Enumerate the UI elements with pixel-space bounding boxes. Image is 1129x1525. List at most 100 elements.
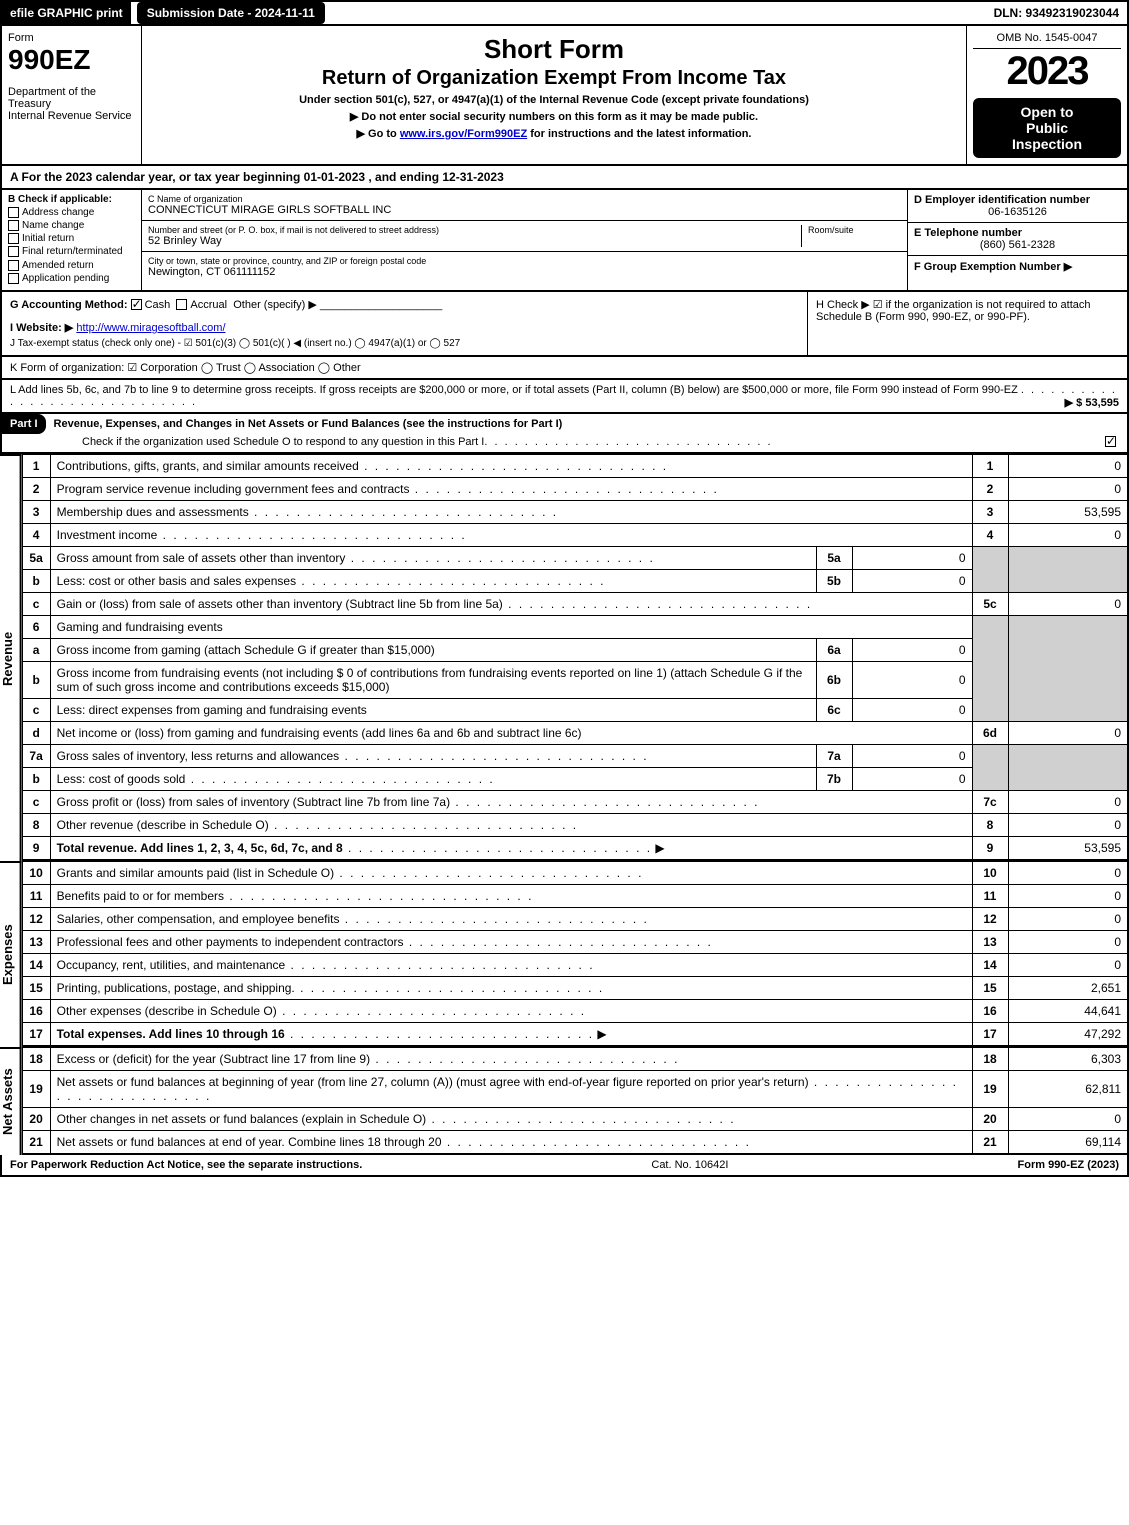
irs-label: Internal Revenue Service	[8, 110, 135, 122]
net-assets-table: 18 Excess or (deficit) for the year (Sub…	[22, 1047, 1129, 1155]
chk-initial-return[interactable]: Initial return	[8, 233, 135, 244]
line-l: L Add lines 5b, 6c, and 7b to line 9 to …	[0, 380, 1129, 414]
header-right: OMB No. 1545-0047 2023 Open to Public In…	[967, 26, 1127, 164]
dept-label: Department of the Treasury	[8, 86, 135, 110]
line-h: H Check ▶ ☑ if the organization is not r…	[807, 292, 1127, 355]
footer-right: Form 990-EZ (2023)	[1018, 1159, 1119, 1171]
irs-link[interactable]: www.irs.gov/Form990EZ	[400, 128, 527, 140]
line-12: 12 Salaries, other compensation, and emp…	[22, 907, 1128, 930]
website-link[interactable]: http://www.miragesoftball.com/	[76, 322, 225, 334]
org-street: 52 Brinley Way	[148, 235, 801, 247]
part-i-header: Part I Revenue, Expenses, and Changes in…	[0, 414, 1129, 454]
line-19: 19 Net assets or fund balances at beginn…	[22, 1070, 1128, 1107]
chk-amended-return[interactable]: Amended return	[8, 260, 135, 271]
omb-number: OMB No. 1545-0047	[973, 32, 1121, 49]
title-return: Return of Organization Exempt From Incom…	[152, 67, 956, 90]
line-2: 2 Program service revenue including gove…	[22, 477, 1128, 500]
chk-name-change[interactable]: Name change	[8, 220, 135, 231]
net-assets-label: Net Assets	[0, 1047, 22, 1155]
footer-left: For Paperwork Reduction Act Notice, see …	[10, 1159, 362, 1171]
column-d-e-f: D Employer identification number 06-1635…	[907, 190, 1127, 290]
org-city: Newington, CT 061111152	[148, 266, 901, 278]
chk-address-change[interactable]: Address change	[8, 207, 135, 218]
form-header: Form 990EZ Department of the Treasury In…	[0, 26, 1129, 166]
line-15: 15 Printing, publications, postage, and …	[22, 976, 1128, 999]
open-to-public-badge: Open to Public Inspection	[973, 98, 1121, 158]
part-i-title: Revenue, Expenses, and Changes in Net As…	[46, 414, 1127, 434]
line-6d: d Net income or (loss) from gaming and f…	[22, 721, 1128, 744]
dln-label: DLN: 93492319023044	[986, 2, 1127, 24]
line-7b: b Less: cost of goods sold 7b 0	[22, 767, 1128, 790]
line-11: 11 Benefits paid to or for members 11 0	[22, 884, 1128, 907]
efile-label[interactable]: efile GRAPHIC print	[2, 2, 131, 24]
top-bar: efile GRAPHIC print Submission Date - 20…	[0, 0, 1129, 26]
subtitle-ssn: ▶ Do not enter social security numbers o…	[152, 110, 956, 123]
line-4: 4 Investment income 4 0	[22, 523, 1128, 546]
line-a-tax-year: A For the 2023 calendar year, or tax yea…	[0, 166, 1129, 190]
footer-catalog: Cat. No. 10642I	[362, 1159, 1017, 1171]
line-1: 1 Contributions, gifts, grants, and simi…	[22, 454, 1128, 477]
line-18: 18 Excess or (deficit) for the year (Sub…	[22, 1047, 1128, 1070]
page-footer: For Paperwork Reduction Act Notice, see …	[0, 1155, 1129, 1177]
chk-application-pending[interactable]: Application pending	[8, 273, 135, 284]
tax-year: 2023	[973, 49, 1121, 94]
revenue-table: 1 Contributions, gifts, grants, and simi…	[22, 454, 1129, 861]
line-7c: c Gross profit or (loss) from sales of i…	[22, 790, 1128, 813]
org-name-cell: C Name of organization CONNECTICUT MIRAG…	[142, 190, 907, 221]
line-20: 20 Other changes in net assets or fund b…	[22, 1107, 1128, 1130]
section-b-through-f: B Check if applicable: Address change Na…	[0, 190, 1129, 292]
form-label: Form	[8, 32, 135, 44]
revenue-label: Revenue	[0, 454, 22, 861]
gross-receipts-amount: ▶ $ 53,595	[1065, 396, 1119, 409]
header-center: Short Form Return of Organization Exempt…	[142, 26, 967, 164]
line-10: 10 Grants and similar amounts paid (list…	[22, 861, 1128, 884]
line-3: 3 Membership dues and assessments 3 53,5…	[22, 500, 1128, 523]
org-city-cell: City or town, state or province, country…	[142, 252, 907, 282]
b-title: B Check if applicable:	[8, 194, 135, 205]
expenses-label: Expenses	[0, 861, 22, 1047]
line-5c: c Gain or (loss) from sale of assets oth…	[22, 592, 1128, 615]
part-i-check-text: Check if the organization used Schedule …	[82, 436, 484, 448]
line-17: 17 Total expenses. Add lines 10 through …	[22, 1022, 1128, 1046]
chk-accrual[interactable]	[176, 299, 187, 310]
title-short-form: Short Form	[152, 34, 956, 65]
line-6c: c Less: direct expenses from gaming and …	[22, 698, 1128, 721]
group-exemption-cell: F Group Exemption Number ▶	[908, 256, 1127, 277]
line-5b: b Less: cost or other basis and sales ex…	[22, 569, 1128, 592]
submission-date-badge: Submission Date - 2024-11-11	[137, 2, 325, 24]
org-name: CONNECTICUT MIRAGE GIRLS SOFTBALL INC	[148, 204, 901, 216]
phone-cell: E Telephone number (860) 561-2328	[908, 223, 1127, 256]
ein-value: 06-1635126	[914, 206, 1121, 218]
line-14: 14 Occupancy, rent, utilities, and maint…	[22, 953, 1128, 976]
chk-cash[interactable]	[131, 299, 142, 310]
line-9: 9 Total revenue. Add lines 1, 2, 3, 4, 5…	[22, 836, 1128, 860]
line-5a: 5a Gross amount from sale of assets othe…	[22, 546, 1128, 569]
expenses-table: 10 Grants and similar amounts paid (list…	[22, 861, 1129, 1047]
column-c: C Name of organization CONNECTICUT MIRAG…	[142, 190, 907, 290]
org-address-cell: Number and street (or P. O. box, if mail…	[142, 221, 907, 252]
header-left: Form 990EZ Department of the Treasury In…	[2, 26, 142, 164]
net-assets-section: Net Assets 18 Excess or (deficit) for th…	[0, 1047, 1129, 1155]
column-b: B Check if applicable: Address change Na…	[2, 190, 142, 290]
line-7a: 7a Gross sales of inventory, less return…	[22, 744, 1128, 767]
subtitle-section: Under section 501(c), 527, or 4947(a)(1)…	[152, 94, 956, 106]
website-label: I Website: ▶	[10, 322, 73, 334]
ein-cell: D Employer identification number 06-1635…	[908, 190, 1127, 223]
expenses-section: Expenses 10 Grants and similar amounts p…	[0, 861, 1129, 1047]
part-i-badge: Part I	[2, 414, 46, 434]
line-6a: a Gross income from gaming (attach Sched…	[22, 638, 1128, 661]
chk-final-return[interactable]: Final return/terminated	[8, 246, 135, 257]
revenue-section: Revenue 1 Contributions, gifts, grants, …	[0, 454, 1129, 861]
chk-schedule-o[interactable]	[1105, 436, 1116, 447]
line-16: 16 Other expenses (describe in Schedule …	[22, 999, 1128, 1022]
line-j: J Tax-exempt status (check only one) - ☑…	[10, 338, 799, 349]
line-6b: b Gross income from fundraising events (…	[22, 661, 1128, 698]
phone-value: (860) 561-2328	[914, 239, 1121, 251]
line-13: 13 Professional fees and other payments …	[22, 930, 1128, 953]
line-21: 21 Net assets or fund balances at end of…	[22, 1130, 1128, 1154]
row-g-h: G Accounting Method: Cash Accrual Other …	[0, 292, 1129, 357]
subtitle-goto: ▶ Go to www.irs.gov/Form990EZ for instru…	[152, 127, 956, 140]
line-k: K Form of organization: ☑ Corporation ◯ …	[0, 357, 1129, 380]
form-number: 990EZ	[8, 44, 135, 76]
accounting-method: G Accounting Method: Cash Accrual Other …	[2, 292, 807, 355]
